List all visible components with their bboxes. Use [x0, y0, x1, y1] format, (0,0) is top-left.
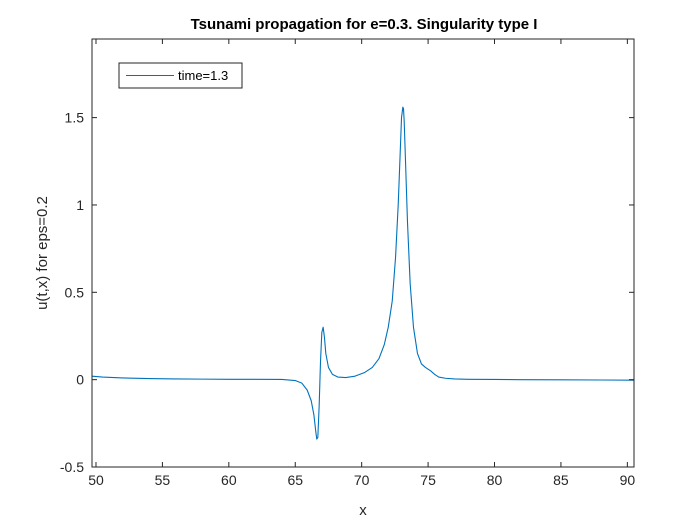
y-axis-label: u(t,x) for eps=0.2: [34, 196, 51, 310]
series-line: [91, 106, 635, 440]
x-axis-label: x: [359, 502, 367, 519]
x-tick-label: 90: [620, 472, 636, 488]
x-tick-label: 50: [88, 472, 104, 488]
y-tick-label: 0.5: [65, 284, 85, 300]
x-tick-label: 55: [155, 472, 171, 488]
y-tick-label: -0.5: [60, 459, 84, 475]
x-tick-label: 75: [420, 472, 436, 488]
y-tick-label: 0: [76, 372, 84, 388]
legend-entry-label: time=1.3: [178, 68, 228, 83]
x-tick-label: 80: [487, 472, 503, 488]
x-tick-label: 70: [354, 472, 370, 488]
legend: time=1.3: [118, 62, 243, 89]
y-tick-label: 1.5: [65, 110, 85, 126]
x-tick-label: 60: [221, 472, 237, 488]
y-tick-label: 1: [76, 197, 84, 213]
plot-area: 50 55 60 65 70 75 80 85 90 -0.5 0 0.5 1 1.5: [60, 38, 635, 488]
axes-background: [92, 39, 634, 467]
x-axis-ticks: 50 55 60 65 70 75 80 85 90: [88, 39, 635, 488]
axes-box: [91, 38, 635, 468]
chart-title: Tsunami propagation for e=0.3. Singulari…: [191, 16, 538, 33]
y-axis-ticks: -0.5 0 0.5 1 1.5: [60, 110, 634, 475]
x-tick-label: 65: [287, 472, 303, 488]
x-tick-label: 85: [553, 472, 569, 488]
